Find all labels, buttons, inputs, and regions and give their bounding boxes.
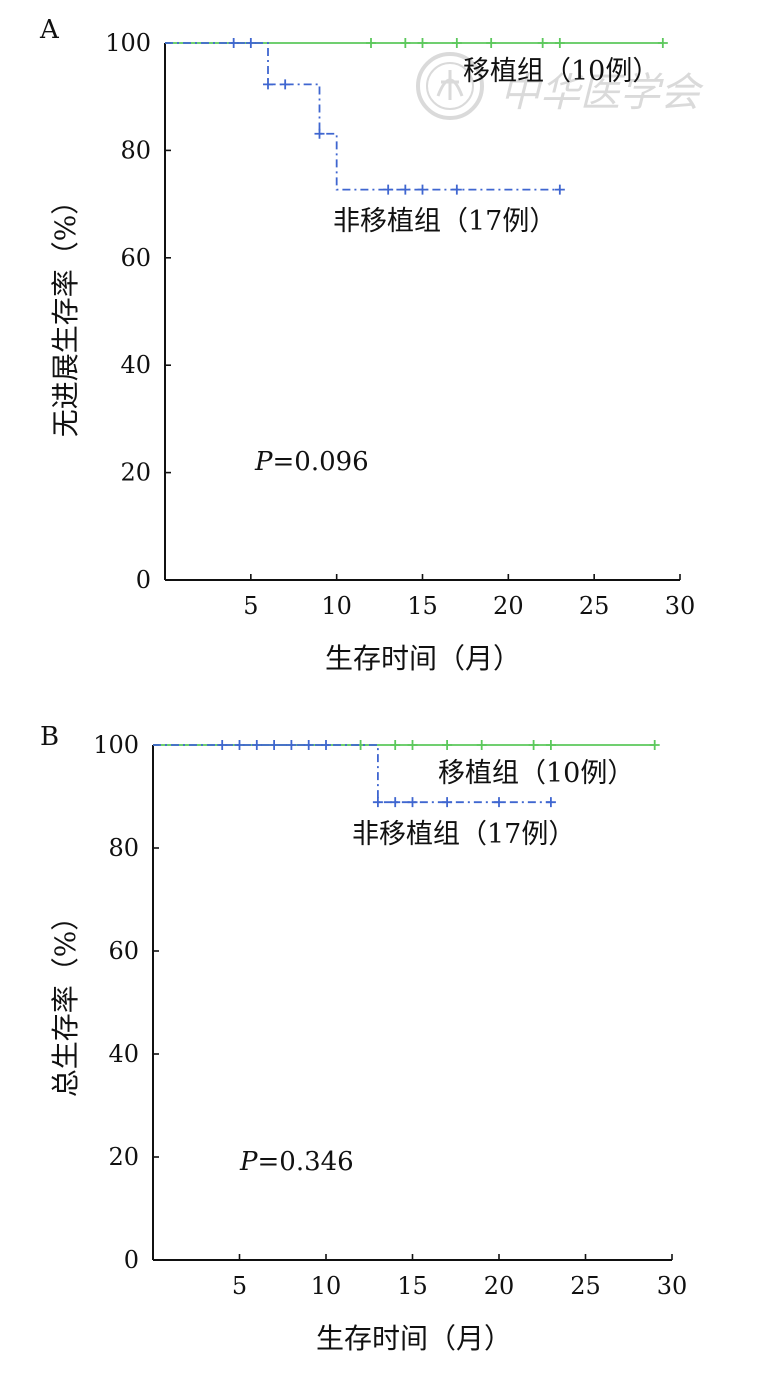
censor-mark xyxy=(451,184,462,195)
censor-mark xyxy=(245,38,256,48)
censor-mark xyxy=(234,740,245,750)
censor-mark xyxy=(372,797,383,808)
censor-mark xyxy=(217,740,228,750)
y-tick-label: 0 xyxy=(124,1246,139,1274)
censor-mark xyxy=(545,797,556,808)
censor-mark xyxy=(442,740,453,750)
p-value-prefix: P xyxy=(239,1147,258,1177)
censor-mark xyxy=(314,128,325,139)
y-tick-label: 60 xyxy=(108,937,139,965)
y-tick-label: 20 xyxy=(120,459,151,487)
x-axis-label: 生存时间（月） xyxy=(325,642,521,675)
y-tick-label: 20 xyxy=(108,1143,139,1171)
censor-mark xyxy=(390,740,401,750)
p-value-annotation: P=0.346 xyxy=(239,1147,354,1177)
x-axis-label: 生存时间（月） xyxy=(316,1322,512,1355)
medical-association-seal-icon xyxy=(416,52,484,120)
x-tick-label: 20 xyxy=(484,1272,515,1300)
series-transplant: 移植组（10例） xyxy=(153,740,660,789)
censor-mark xyxy=(366,38,376,48)
censor-mark xyxy=(657,38,668,48)
censor-mark xyxy=(417,184,428,195)
series-label: 非移植组（17例） xyxy=(352,819,575,850)
censor-mark xyxy=(407,797,418,808)
panel-label: A xyxy=(39,15,60,45)
series-non-transplant: 非移植组（17例） xyxy=(153,740,575,850)
series-line xyxy=(153,744,551,804)
x-tick-label: 30 xyxy=(665,592,696,620)
series-label: 移植组（10例） xyxy=(438,758,634,789)
censor-mark xyxy=(494,797,504,808)
censor-mark xyxy=(286,740,297,750)
censor-mark xyxy=(400,38,411,48)
censor-mark xyxy=(400,184,411,195)
censor-mark xyxy=(269,740,280,750)
x-tick-label: 5 xyxy=(232,1272,247,1300)
censor-mark xyxy=(407,740,418,750)
censor-mark xyxy=(486,38,497,48)
watermark-text: 中华医学会 xyxy=(500,70,704,116)
y-tick-label: 80 xyxy=(120,136,151,164)
censor-mark xyxy=(390,797,401,808)
x-tick-label: 10 xyxy=(321,592,352,620)
x-tick-label: 30 xyxy=(657,1272,688,1300)
series-line xyxy=(165,42,560,191)
censor-mark xyxy=(251,740,262,750)
censor-mark xyxy=(528,740,539,750)
y-tick-label: 100 xyxy=(93,731,139,759)
censor-mark xyxy=(649,740,660,750)
y-axis-label: 无进展生存率（%） xyxy=(49,187,82,438)
censor-mark xyxy=(451,38,462,48)
censor-mark xyxy=(303,740,314,750)
censor-mark xyxy=(321,740,331,750)
km-chart-b: 5 10 15 20 25 30 0 20 40 60 80 100 B 生存时间（月） 总生存率（%） P=… xyxy=(40,722,687,1355)
series-label: 移植组（10例） xyxy=(463,56,659,87)
censor-mark xyxy=(263,79,273,90)
censor-mark xyxy=(545,740,556,750)
censor-mark xyxy=(280,79,291,90)
series-non-transplant: 非移植组（17例） xyxy=(165,38,565,237)
p-value-text: =0.096 xyxy=(273,447,369,477)
censor-mark xyxy=(417,38,428,48)
censor-mark xyxy=(383,184,394,195)
panel-label: B xyxy=(40,722,59,752)
km-chart-a: 5 10 15 20 25 30 0 20 40 60 80 100 A 生存时间（月） 无进展生存率（%）… xyxy=(39,15,695,675)
y-tick-label: 40 xyxy=(108,1040,139,1068)
y-tick-label: 0 xyxy=(136,566,151,594)
x-tick-label: 25 xyxy=(579,592,610,620)
y-tick-label: 40 xyxy=(120,351,151,379)
y-tick-label: 80 xyxy=(108,834,139,862)
x-tick-label: 20 xyxy=(493,592,524,620)
censor-mark xyxy=(554,38,565,48)
x-tick-label: 15 xyxy=(407,592,438,620)
censor-mark xyxy=(442,797,453,808)
x-tick-label: 15 xyxy=(397,1272,428,1300)
p-value-prefix: P xyxy=(254,447,273,477)
p-value-text: =0.346 xyxy=(258,1147,354,1177)
censor-mark xyxy=(476,740,487,750)
censor-mark xyxy=(554,184,565,195)
p-value-annotation: P=0.096 xyxy=(254,447,369,477)
watermark: 中华医学会 xyxy=(416,52,704,120)
y-tick-label: 60 xyxy=(120,244,151,272)
censor-mark xyxy=(537,38,548,48)
censor-mark xyxy=(228,38,239,48)
y-axis-label: 总生存率（%） xyxy=(49,903,82,1098)
series-transplant: 移植组（10例） xyxy=(165,38,668,87)
x-tick-label: 10 xyxy=(311,1272,342,1300)
x-tick-label: 25 xyxy=(570,1272,601,1300)
x-tick-label: 5 xyxy=(243,592,258,620)
series-label: 非移植组（17例） xyxy=(333,206,556,237)
y-tick-label: 100 xyxy=(105,29,151,57)
